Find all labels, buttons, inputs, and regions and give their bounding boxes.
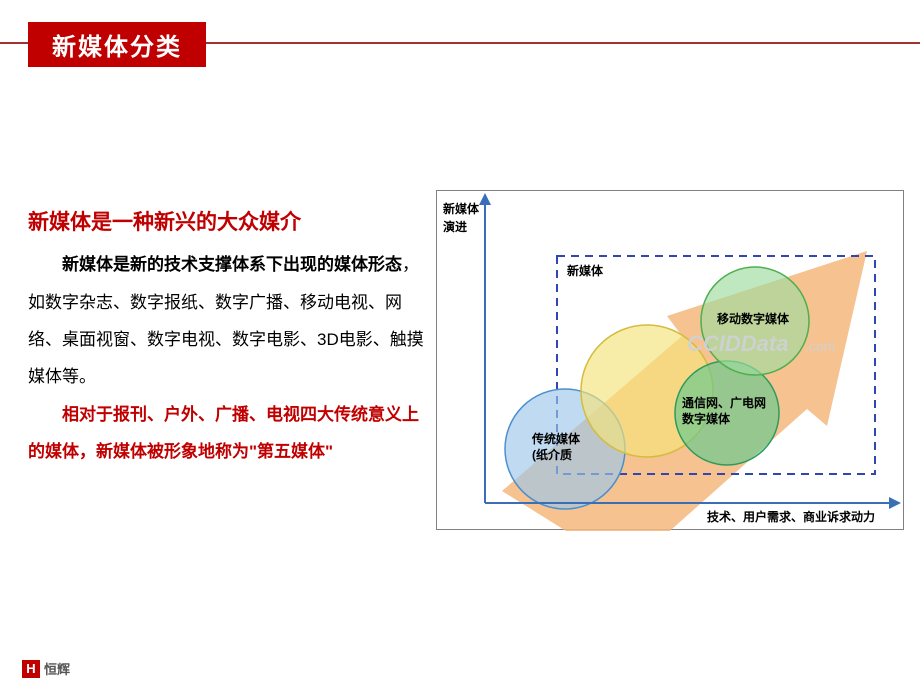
venn-diagram: 传统媒体(纸介质通信网、广电网数字媒体移动数字媒体 CCIDData .com …	[436, 190, 904, 530]
x-label: 技术、用户需求、商业诉求动力	[707, 509, 875, 524]
page-title: 新媒体分类	[28, 22, 206, 67]
y-label-1: 新媒体	[443, 201, 480, 216]
title-bar: 新媒体分类	[0, 22, 920, 62]
circle-label-3: 移动数字媒体	[717, 311, 790, 326]
circle-label-0: 传统媒体	[531, 431, 581, 446]
content-text: 新媒体是一种新兴的大众媒介 新媒体是新的技术支撑体系下出现的媒体形态，如数字杂志…	[28, 200, 428, 471]
circle-label2-2: 数字媒体	[682, 411, 731, 426]
paragraph-1: 新媒体是新的技术支撑体系下出现的媒体形态，如数字杂志、数字报纸、数字广播、移动电…	[28, 246, 428, 396]
watermark: CCIDData	[687, 331, 788, 356]
watermark-sub: .com	[805, 338, 835, 354]
footer-text: 恒辉	[44, 659, 70, 678]
content-heading: 新媒体是一种新兴的大众媒介	[28, 200, 428, 246]
diagram-svg: 传统媒体(纸介质通信网、广电网数字媒体移动数字媒体 CCIDData .com …	[437, 191, 905, 531]
footer-logo-icon: H	[22, 660, 40, 678]
para1-lead: 新媒体是新的技术支撑体系下出现的媒体形态	[62, 255, 402, 274]
footer: H 恒辉	[22, 659, 70, 678]
box-label: 新媒体	[567, 263, 604, 278]
y-label-2: 演进	[443, 219, 467, 234]
circle-label-2: 通信网、广电网	[682, 395, 766, 410]
para1-rest: ，如数字杂志、数字报纸、数字广播、移动电视、网络、桌面视窗、数字电视、数字电影、…	[28, 255, 424, 386]
paragraph-2: 相对于报刊、户外、广播、电视四大传统意义上的媒体，新媒体被形象地称为"第五媒体"	[28, 396, 428, 471]
circle-label2-0: (纸介质	[532, 447, 572, 462]
